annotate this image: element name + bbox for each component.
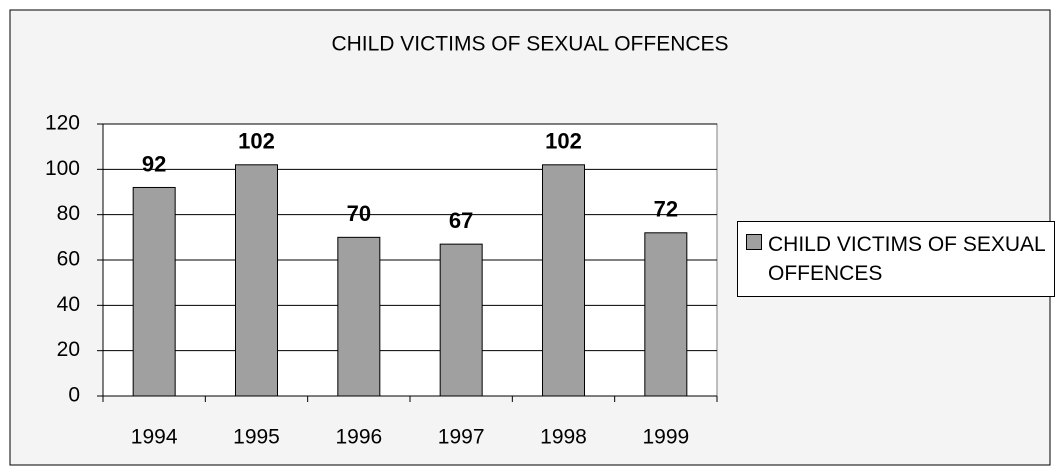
data-label: 67 — [449, 208, 473, 233]
legend-label: CHILD VICTIMS OF SEXUAL OFFENCES — [768, 233, 1045, 285]
bar — [644, 232, 688, 397]
bar — [337, 236, 381, 397]
bar — [235, 164, 278, 397]
data-label: 92 — [142, 151, 166, 176]
y-tick-label: 40 — [57, 293, 80, 316]
x-tick-label: 1996 — [335, 426, 382, 449]
data-label: 72 — [654, 197, 678, 222]
data-label: 102 — [545, 129, 582, 154]
legend-swatch — [746, 234, 762, 250]
bar — [132, 186, 176, 397]
y-tick-label: 80 — [57, 202, 80, 225]
y-tick-label: 20 — [57, 338, 80, 361]
x-tick-label: 1998 — [540, 426, 587, 449]
bar — [439, 243, 483, 397]
data-label: 70 — [347, 201, 371, 226]
data-label: 102 — [238, 129, 275, 154]
x-tick-label: 1997 — [438, 426, 485, 449]
x-tick-label: 1994 — [131, 426, 178, 449]
y-tick-label: 120 — [45, 112, 80, 135]
legend: CHILD VICTIMS OF SEXUAL OFFENCES — [737, 221, 1055, 297]
x-tick-label: 1999 — [642, 426, 689, 449]
x-tick-label: 1995 — [233, 426, 280, 449]
y-tick-label: 60 — [57, 248, 80, 271]
bar — [542, 164, 585, 397]
y-tick-label: 100 — [45, 157, 80, 180]
y-tick-label: 0 — [68, 384, 80, 407]
chart-title: CHILD VICTIMS OF SEXUAL OFFENCES — [331, 33, 728, 56]
